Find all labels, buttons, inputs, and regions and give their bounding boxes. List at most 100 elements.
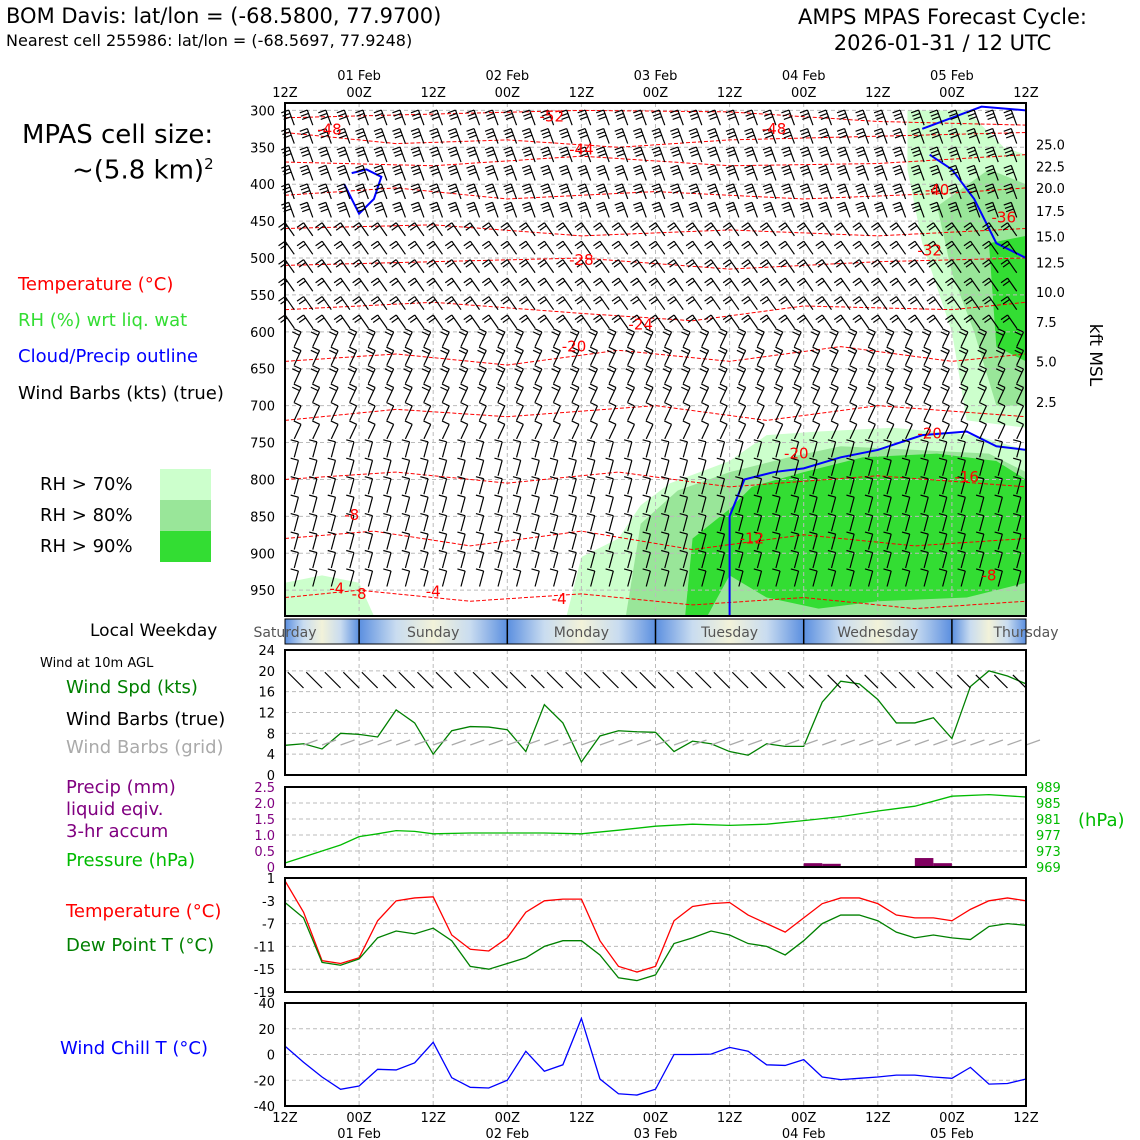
wind-speed-tick-label: 12: [258, 707, 275, 722]
wind-barb-staff: [923, 460, 929, 476]
wind-barb-staff: [960, 570, 966, 587]
wind-barb-flag: [928, 280, 936, 287]
wind-barb-flag: [941, 346, 950, 352]
wind-barb-flag: [383, 494, 392, 498]
wind-barb-staff: [432, 296, 443, 311]
wind-barb-flag: [430, 149, 439, 154]
wind-barb-staff: [821, 314, 832, 329]
wind-barb-staff: [793, 497, 800, 513]
wind-barb-staff: [534, 368, 543, 384]
wind-barb-flag: [876, 134, 885, 139]
wind-barb-staff: [825, 183, 833, 200]
wind-barb-flag: [282, 149, 291, 154]
wind-barb-flag: [531, 513, 540, 517]
wind-barb-flag: [339, 116, 347, 121]
wind-barb-flag: [333, 314, 342, 321]
wind-barb-staff: [618, 277, 629, 292]
wind-barb-flag: [648, 277, 656, 284]
wind-barb-staff: [840, 314, 851, 329]
wind-barb-flag: [421, 368, 430, 373]
wind-barb-flag: [756, 365, 765, 370]
wind-barb-flag: [957, 568, 966, 572]
wind-barb-flag: [889, 296, 897, 302]
station-title: BOM Davis: lat/lon = (-68.5800, 77.9700): [6, 4, 442, 28]
wind-barb-flag: [800, 149, 809, 154]
wind-barb-staff: [923, 515, 929, 532]
wind-barb-flag: [783, 171, 792, 176]
wind-barb-flag: [928, 225, 936, 231]
wind-barb-staff: [441, 552, 448, 569]
wind-barb-staff: [367, 441, 374, 458]
wind-barb-staff: [497, 387, 506, 403]
wind-barb-staff: [414, 296, 425, 311]
wind-barb-flag: [810, 386, 819, 392]
temperature-contour: [284, 589, 1027, 610]
wind-barb-flag: [835, 317, 844, 323]
wind-barb-flag: [389, 277, 397, 284]
wind-barb-flag: [409, 243, 418, 250]
wind-barb-flag: [707, 183, 716, 188]
wind-barb-flag: [672, 116, 681, 121]
wind-barb-flag: [458, 386, 467, 392]
wind-barb-flag: [724, 225, 733, 231]
surface-wind-barb-true: [417, 671, 434, 689]
wind-barb-flag: [669, 317, 677, 323]
wind-barb-staff: [330, 405, 339, 421]
surface-wind-barb-grid: [377, 739, 392, 746]
wind-barb-flag: [372, 298, 381, 305]
wind-barb-flag: [595, 243, 603, 250]
wind-barb-flag: [605, 549, 614, 554]
wind-barb-staff: [367, 478, 374, 495]
wind-barb-staff: [988, 296, 999, 311]
wind-barb-staff: [451, 259, 462, 274]
wind-barb-staff: [441, 387, 450, 403]
wind-barb-flag: [318, 127, 327, 132]
wind-barb-flag: [687, 225, 695, 231]
wind-barb-flag: [579, 134, 588, 139]
wind-barb-flag: [978, 346, 987, 352]
wind-barb-flag: [484, 201, 493, 206]
wind-barb-flag: [782, 112, 791, 117]
wind-barb-staff: [895, 277, 907, 292]
wind-barb-flag: [761, 225, 770, 231]
wind-barb-flag: [960, 420, 969, 425]
wind-barb-flag: [411, 131, 420, 136]
wind-barb-staff: [673, 277, 684, 292]
wind-barb-flag: [866, 331, 875, 336]
wind-barb-staff: [843, 165, 851, 181]
wind-barb-flag: [357, 116, 366, 121]
wind-barb-staff: [719, 478, 726, 495]
wind-barb-flag: [819, 186, 828, 191]
wind-barb-staff: [303, 259, 314, 274]
wind-barb-staff: [525, 277, 536, 292]
wind-barb-staff: [849, 552, 855, 569]
wind-barb-staff: [806, 202, 814, 218]
wind-barb-flag: [651, 146, 660, 151]
wind-barb-flag: [300, 131, 309, 136]
wind-barb-staff: [478, 515, 485, 532]
wind-barb-staff: [460, 497, 466, 513]
wind-barb-flag: [802, 208, 811, 213]
wind-barb-flag: [891, 243, 899, 250]
wind-barb-flag: [783, 134, 792, 139]
wind-barb-staff: [714, 128, 721, 144]
wind-barb-flag: [426, 277, 434, 284]
wind-barb-staff: [732, 146, 740, 163]
wind-barb-flag: [941, 401, 950, 407]
wind-barb-flag: [552, 328, 561, 333]
wind-barb-staff: [988, 277, 999, 292]
wind-barb-staff: [547, 128, 555, 144]
wind-barb-flag: [965, 262, 973, 268]
temperature-contour-label: -32: [917, 242, 942, 260]
wind-barb-flag: [820, 116, 829, 121]
surface-wind-barb-grid: [470, 739, 485, 746]
wind-barb-flag: [856, 112, 865, 117]
wind-barb-flag: [468, 208, 477, 213]
wind-barb-staff: [788, 165, 796, 181]
wind-barb-flag: [753, 439, 762, 443]
wind-barb-flag: [605, 494, 614, 498]
surface-wind-barb-true: [917, 671, 934, 689]
pressure-tick-label: 300: [250, 104, 275, 119]
wind-barb-flag: [908, 314, 916, 321]
wind-barb-flag: [1003, 109, 1012, 114]
